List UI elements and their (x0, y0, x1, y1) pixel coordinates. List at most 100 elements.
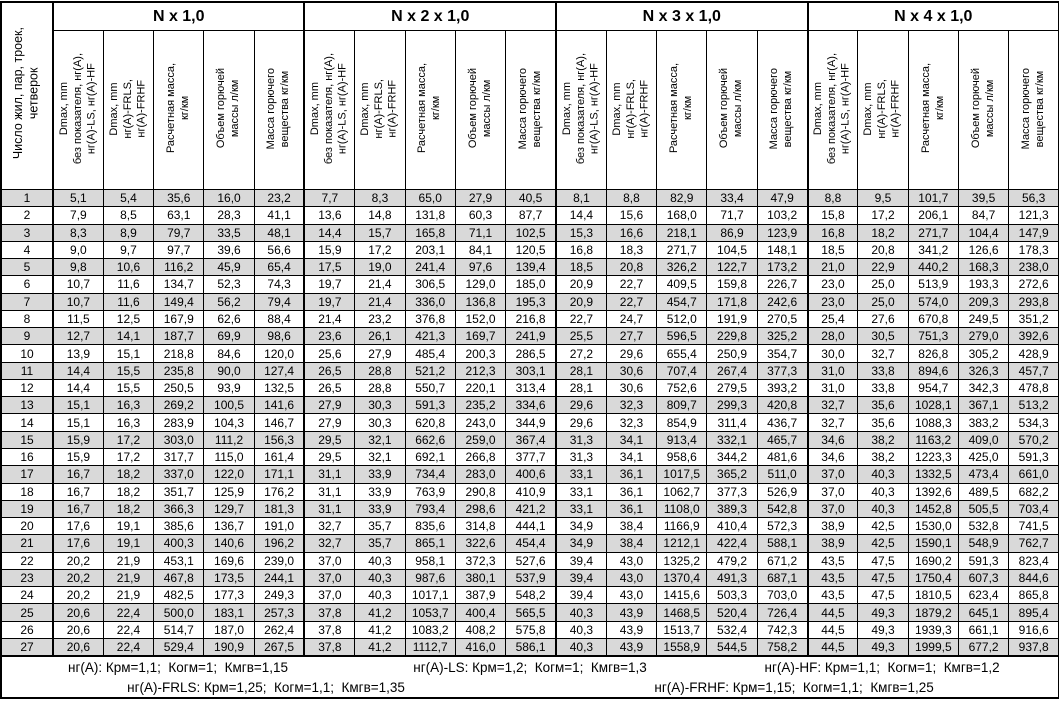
table-cell: 216,8 (505, 309, 557, 329)
table-cell: 190,9 (203, 637, 255, 657)
column-header-text: Объем горючей массы л/км (215, 68, 242, 149)
table-cell: 895,4 (1008, 603, 1059, 622)
table-cell: 116,2 (153, 258, 205, 277)
table-cell: 25,0 (857, 292, 909, 311)
table-cell: 33,1 (555, 465, 607, 484)
table-cell: 742,3 (756, 620, 809, 639)
table-cell: 18,2 (857, 223, 909, 242)
table-cell: 148,1 (756, 240, 809, 260)
column-header: Масса горючего вещества кг/км (253, 30, 305, 190)
column-header: Объем горючей массы л/км (203, 30, 255, 190)
table-cell: 173,2 (756, 258, 809, 277)
table-cell: 15,5 (102, 361, 155, 380)
table-cell: 588,1 (756, 534, 809, 553)
table-cell: 18,3 (605, 240, 658, 260)
table-cell: 43,9 (605, 620, 658, 639)
table-cell: 35,6 (857, 396, 909, 415)
table-cell: 913,4 (656, 430, 708, 449)
table-cell: 574,0 (907, 292, 959, 311)
footnote: нг(А)-LS: Крм=1,2; Когм=1; Кмгв=1,3 (413, 659, 647, 675)
table-cell: 16,8 (555, 240, 607, 260)
row-number-cell: 23 (0, 568, 54, 588)
table-cell: 33,4 (706, 188, 758, 208)
table-cell: 1053,7 (404, 603, 456, 622)
table-cell: 132,5 (253, 378, 305, 398)
row-number-cell: 25 (0, 603, 54, 622)
table-cell: 409,5 (656, 275, 708, 294)
table-cell: 1223,3 (907, 447, 959, 467)
table-cell: 82,9 (656, 188, 708, 208)
table-cell: 342,3 (957, 378, 1010, 398)
table-cell: 5,4 (102, 188, 155, 208)
table-cell: 1690,2 (907, 551, 959, 570)
table-cell: 758,2 (756, 637, 809, 657)
table-row: 11 14,4 15,5 235,8 90,0 127,4 26,5 28,8 521,2 212… (0, 361, 1059, 380)
table-cell: 916,6 (1008, 620, 1059, 639)
table-cell: 591,3 (1008, 447, 1059, 467)
table-cell: 366,3 (153, 499, 205, 519)
table-cell: 19,7 (303, 275, 356, 294)
table-cell: 527,6 (505, 551, 557, 570)
table-cell: 314,8 (454, 517, 507, 536)
table-cell: 32,1 (354, 430, 406, 449)
column-header: Масса горючего вещества кг/км (505, 30, 557, 190)
table-cell: 279,0 (957, 327, 1010, 346)
table-cell: 86,9 (706, 223, 758, 242)
table-cell: 47,5 (857, 551, 909, 570)
table-cell: 5,1 (51, 188, 104, 208)
table-cell: 532,4 (706, 620, 758, 639)
column-header-text: Dmax, mm нг(А)-FRLS, нг(А)-FRHF (359, 78, 399, 139)
table-cell: 17,2 (102, 447, 155, 467)
table-cell: 200,3 (454, 344, 507, 363)
table-cell: 52,3 (203, 275, 255, 294)
table-cell: 84,7 (957, 206, 1010, 225)
table-cell: 1370,4 (656, 568, 708, 588)
table-cell: 139,4 (505, 258, 557, 277)
table-cell: 26,1 (354, 327, 406, 346)
table-cell: 22,7 (605, 275, 658, 294)
table-cell: 18,5 (555, 258, 607, 277)
table-cell: 10,6 (102, 258, 155, 277)
table-cell: 290,8 (454, 482, 507, 501)
column-header-text: Расчетная масса, кг/км (668, 63, 694, 154)
column-header: Dmax, mm нг(А)-FRLS, нг(А)-FRHF (857, 30, 909, 190)
table-cell: 512,0 (656, 309, 708, 329)
column-header-text: Объем горючей массы л/км (466, 68, 493, 149)
table-cell: 20,2 (51, 586, 104, 605)
table-cell: 161,4 (253, 447, 305, 467)
row-number-cell: 2 (0, 206, 54, 225)
table-cell: 12,7 (51, 327, 104, 346)
table-cell: 21,0 (806, 258, 859, 277)
table-cell: 16,3 (102, 413, 155, 432)
table-cell: 31,0 (806, 361, 859, 380)
table-row: 2 7,9 8,5 63,1 28,3 41,1 13,6 14,8 131,8 60,3 87,7… (0, 206, 1059, 225)
table-cell: 26,5 (303, 361, 356, 380)
table-cell: 344,9 (505, 413, 557, 432)
column-header: Объем горючей массы л/км (957, 30, 1010, 190)
table-cell: 400,6 (505, 465, 557, 484)
table-cell: 31,0 (806, 378, 859, 398)
table-cell: 380,1 (454, 568, 507, 588)
table-cell: 20,2 (51, 568, 104, 588)
table-cell: 410,9 (505, 482, 557, 501)
table-cell: 485,4 (404, 344, 456, 363)
table-cell: 37,0 (303, 568, 356, 588)
table-cell: 15,1 (51, 413, 104, 432)
table-cell: 20,9 (555, 292, 607, 311)
table-cell: 1513,7 (656, 620, 708, 639)
table-cell: 30,6 (605, 378, 658, 398)
table-cell: 514,7 (153, 620, 205, 639)
table-cell: 586,1 (505, 637, 557, 657)
table-cell: 11,6 (102, 292, 155, 311)
table-cell: 104,4 (957, 223, 1010, 242)
table-cell: 11,5 (51, 309, 104, 329)
table-cell: 28,1 (555, 361, 607, 380)
table-cell: 662,6 (404, 430, 456, 449)
column-header: Dmax, mm нг(А)-FRLS, нг(А)-FRHF (605, 30, 658, 190)
column-header-text: Масса горючего вещества кг/км (1019, 67, 1046, 150)
table-cell: 428,9 (1008, 344, 1059, 363)
table-cell: 326,2 (656, 258, 708, 277)
table-cell: 40,3 (857, 482, 909, 501)
table-cell: 244,1 (253, 568, 305, 588)
table-cell: 35,7 (354, 517, 406, 536)
